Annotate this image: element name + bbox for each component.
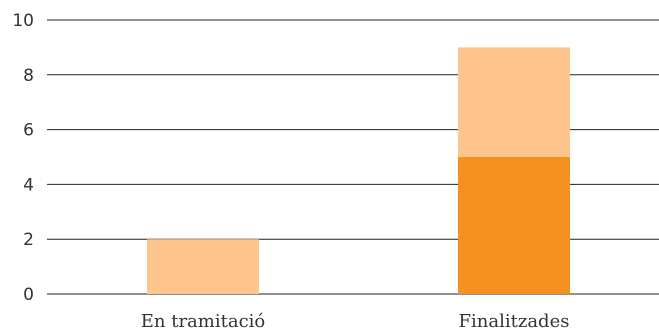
x-axis-category-labels: En tramitació Finalitzades: [141, 311, 570, 332]
bar-segment-1-1: [458, 47, 570, 157]
y-tick-label: 2: [23, 230, 34, 250]
y-tick-label: 0: [23, 285, 34, 305]
y-tick-label: 6: [23, 121, 34, 141]
bar-segment-0-1: [147, 239, 259, 294]
bar-segment-1-0: [458, 157, 570, 294]
x-category-label: Finalitzades: [459, 311, 570, 332]
y-tick-label: 4: [23, 175, 34, 195]
x-category-label: En tramitació: [141, 311, 266, 332]
y-tick-label: 10: [12, 11, 34, 31]
y-tick-label: 8: [23, 66, 34, 86]
y-axis-tick-labels: 0 2 4 6 8 10: [12, 11, 34, 305]
bars: [147, 47, 570, 294]
